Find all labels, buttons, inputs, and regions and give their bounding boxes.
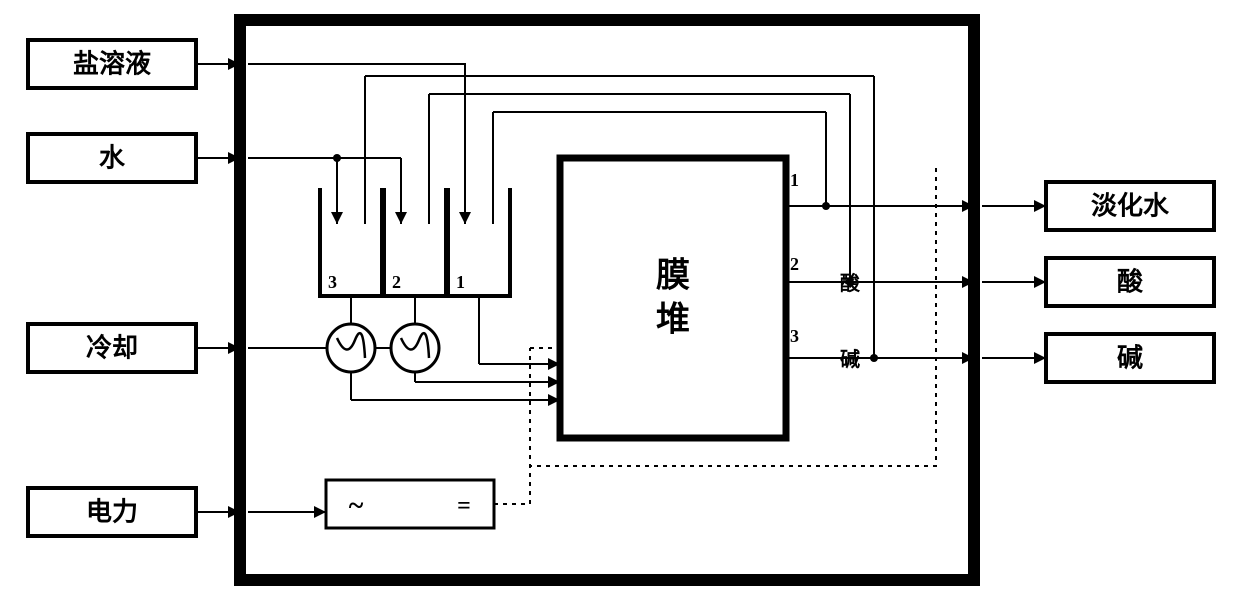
membrane-stack-label-1: 膜 — [656, 257, 690, 295]
tank-1-num: 1 — [456, 272, 465, 292]
in-power-label: 电力 — [86, 498, 138, 527]
tank-3-num: 3 — [328, 272, 337, 292]
out-base-label: 碱 — [1117, 344, 1143, 373]
power-ac-symbol: ~ — [349, 491, 364, 522]
port-num-3: 3 — [790, 326, 799, 346]
membrane-stack-label-2: 堆 — [656, 301, 690, 339]
tank-2-num: 2 — [392, 272, 401, 292]
out-acid-label: 酸 — [1117, 268, 1144, 297]
out-water-label: 淡化水 — [1091, 192, 1170, 221]
power-dc-symbol: = — [457, 493, 471, 519]
in-salt-label: 盐溶液 — [73, 49, 151, 79]
port-num-2: 2 — [790, 254, 799, 274]
in-cool-label: 冷却 — [86, 333, 138, 363]
membrane-stack — [560, 158, 786, 438]
in-water-label: 水 — [99, 144, 126, 173]
port-num-1: 1 — [790, 170, 799, 190]
